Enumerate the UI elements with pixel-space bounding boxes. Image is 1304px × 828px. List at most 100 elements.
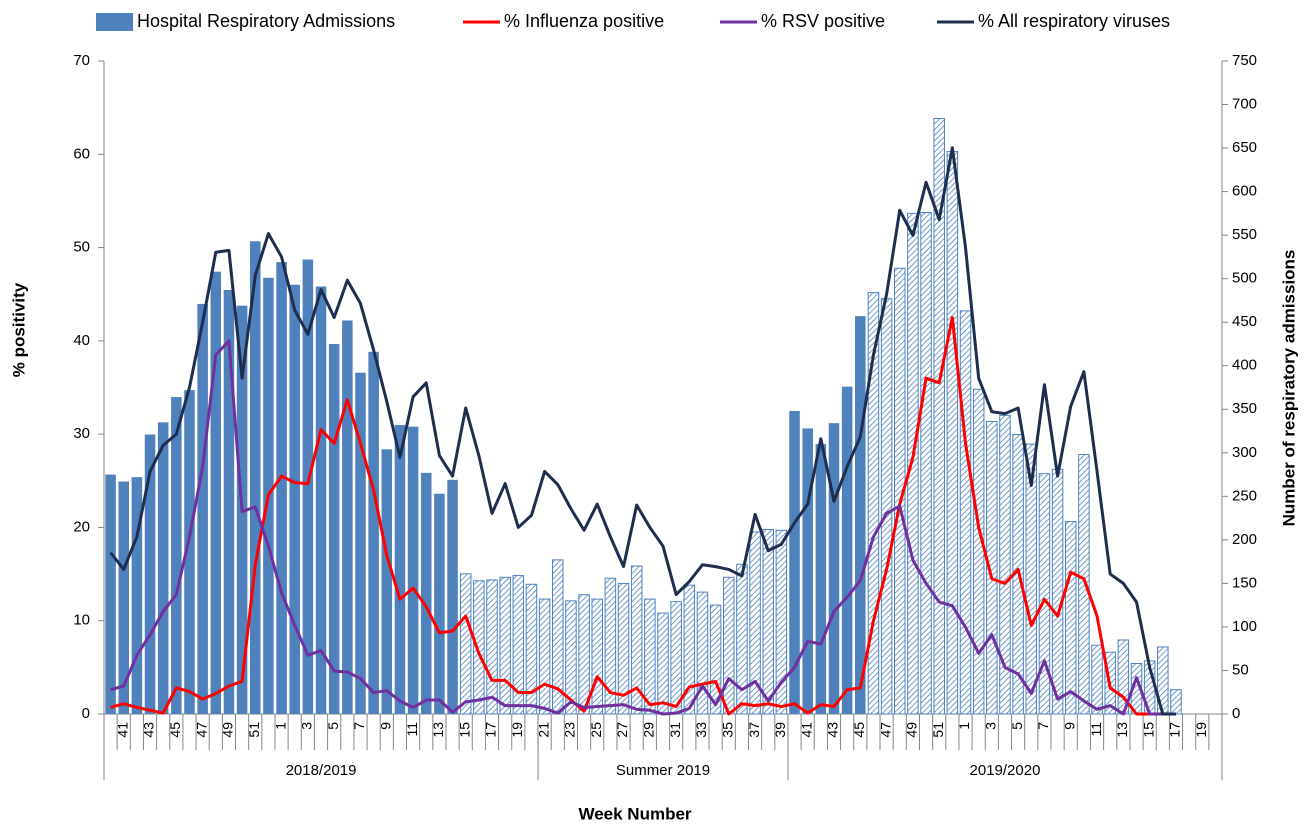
x-tick-label: 51: [930, 722, 946, 738]
y2-tick-label: 500: [1232, 270, 1257, 287]
bar: [1051, 468, 1064, 715]
bar: [447, 479, 458, 714]
y2-axis-title: Number of respiratory admissions: [1279, 250, 1298, 527]
legend-swatch: [96, 13, 133, 31]
bar: [197, 303, 208, 714]
y2-tick-label: 400: [1232, 357, 1257, 374]
x-tick-label: 43: [825, 722, 841, 738]
y-tick-label: 60: [73, 145, 90, 162]
bar: [999, 414, 1011, 715]
x-tick-label: 47: [193, 722, 209, 738]
bar: [328, 343, 340, 714]
y2-tick-label: 550: [1232, 226, 1257, 243]
bar: [223, 289, 235, 714]
x-tick-label: 5: [325, 722, 341, 730]
x-tick-label: 29: [641, 722, 657, 738]
x-tick-label: 33: [693, 722, 709, 738]
y2-tick-label: 250: [1232, 487, 1257, 504]
bar: [907, 212, 919, 715]
y-tick-label: 0: [82, 705, 90, 722]
bar: [342, 320, 353, 714]
bar: [368, 351, 379, 714]
bar: [512, 575, 525, 715]
x-tick-label: 9: [377, 722, 393, 730]
bar: [749, 531, 761, 715]
bar: [815, 444, 827, 714]
x-tick-label: 1: [956, 722, 972, 730]
bar: [525, 583, 538, 715]
x-tick-label: 39: [772, 722, 788, 738]
bar: [407, 426, 419, 714]
bar: [972, 388, 985, 715]
bar: [855, 316, 866, 714]
bar: [434, 493, 445, 714]
y2-tick-label: 50: [1232, 661, 1249, 678]
bar: [802, 428, 813, 714]
y-tick-label: 70: [73, 52, 90, 69]
bar: [657, 612, 669, 715]
bar: [302, 259, 314, 714]
bar: [920, 211, 932, 715]
bar: [1091, 644, 1103, 715]
bar: [867, 292, 880, 715]
y2-tick-label: 350: [1232, 400, 1257, 417]
y-tick-label: 40: [73, 332, 90, 349]
x-tick-label: 9: [1061, 722, 1077, 730]
bar: [171, 397, 182, 714]
x-tick-label: 21: [535, 722, 551, 738]
x-tick-label: 45: [167, 722, 183, 738]
bar: [946, 151, 959, 715]
legend-label: % Influenza positive: [504, 11, 664, 31]
group-label: 2019/2020: [970, 762, 1041, 779]
bar: [986, 420, 998, 715]
bar: [473, 580, 485, 715]
bar: [157, 422, 169, 714]
x-tick-label: 19: [1193, 722, 1209, 738]
bar: [893, 267, 906, 715]
bar: [394, 424, 406, 714]
bar: [933, 117, 945, 715]
line: [110, 316, 1176, 716]
bar: [381, 449, 393, 714]
bar: [696, 591, 709, 715]
y2-tick-label: 150: [1232, 574, 1257, 591]
y2-tick-label: 100: [1232, 618, 1257, 635]
x-tick-label: 17: [1167, 722, 1183, 738]
bar: [670, 601, 682, 715]
bar: [644, 598, 656, 715]
x-tick-label: 43: [141, 722, 157, 738]
legend-label: % RSV positive: [761, 11, 885, 31]
bar: [828, 423, 840, 714]
x-tick-label: 41: [114, 722, 130, 738]
bar: [1170, 689, 1182, 715]
line: [110, 339, 1176, 716]
line: [109, 146, 1176, 716]
x-tick-label: 35: [719, 722, 735, 738]
bar: [604, 577, 617, 715]
bar: [630, 565, 643, 715]
legend-label: % All respiratory viruses: [978, 11, 1170, 31]
bar: [683, 584, 696, 715]
x-tick-label: 49: [220, 722, 236, 738]
bar: [736, 563, 748, 715]
bar: [105, 474, 116, 714]
bar: [538, 598, 551, 715]
x-tick-label: 25: [588, 722, 604, 738]
y-tick-label: 50: [73, 239, 90, 256]
y2-tick-label: 300: [1232, 444, 1257, 461]
x-tick-label: 27: [614, 722, 630, 738]
group-label: Summer 2019: [616, 762, 710, 779]
y2-tick-label: 200: [1232, 531, 1257, 548]
bar: [355, 372, 366, 714]
bar: [289, 284, 300, 714]
x-tick-label: 49: [904, 722, 920, 738]
y2-tick-label: 0: [1232, 705, 1240, 722]
bar: [1038, 473, 1051, 715]
x-tick-label: 7: [351, 722, 367, 730]
x-tick-label: 19: [509, 722, 525, 738]
y-tick-label: 20: [73, 518, 90, 535]
x-tick-label: 31: [667, 722, 683, 738]
y2-tick-label: 600: [1232, 183, 1257, 200]
y-tick-label: 10: [73, 612, 90, 629]
y-tick-label: 30: [73, 425, 90, 442]
